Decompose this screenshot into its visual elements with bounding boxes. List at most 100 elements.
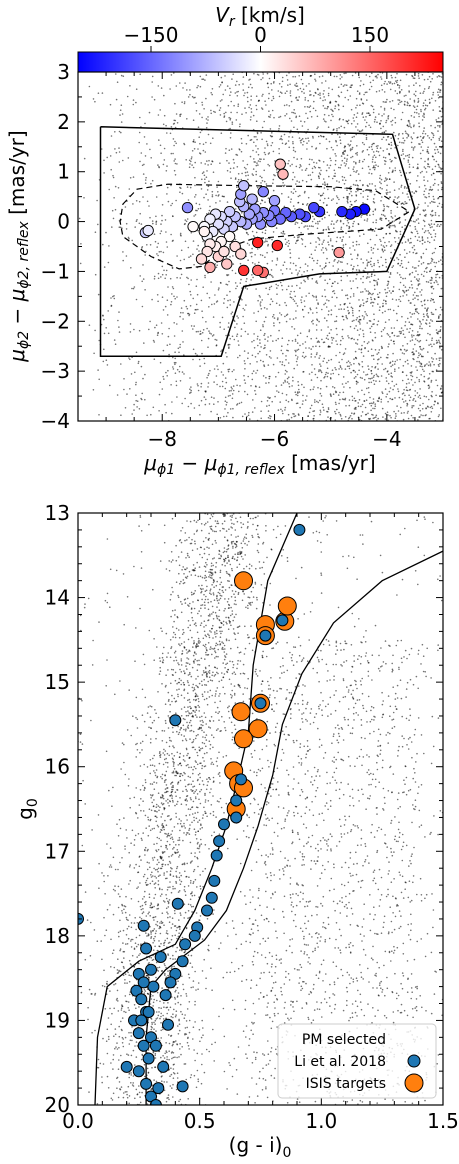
field-star [216, 365, 218, 367]
field-star [400, 154, 403, 156]
field-star [314, 80, 317, 82]
field-star [290, 297, 293, 299]
pm-selected-star [198, 610, 200, 612]
field-star [219, 84, 222, 86]
field-star [171, 202, 174, 205]
field-star [331, 369, 334, 372]
field-star [365, 116, 367, 118]
field-star [122, 251, 124, 253]
field-star [384, 157, 387, 159]
field-star [413, 111, 416, 114]
field-star [175, 113, 178, 115]
field-star [326, 282, 329, 285]
field-star [417, 218, 420, 220]
field-star [351, 412, 353, 415]
pm-selected-star [116, 989, 119, 992]
field-star [169, 277, 172, 280]
field-star [404, 360, 407, 363]
field-star [266, 400, 269, 402]
field-star [230, 132, 232, 134]
field-star [399, 274, 401, 276]
pm-selected-star [174, 1056, 176, 1058]
pm-selected-star [205, 635, 208, 638]
field-star [292, 141, 294, 143]
pm-selected-star [138, 804, 141, 806]
field-star [337, 94, 340, 97]
field-star [174, 102, 176, 105]
field-star [304, 280, 306, 283]
field-star [198, 358, 201, 361]
field-star [192, 358, 194, 361]
field-star [386, 193, 388, 195]
field-star [309, 308, 312, 311]
pm-selected-star [197, 663, 199, 666]
field-star [432, 73, 434, 75]
field-star [336, 236, 339, 239]
pm-selected-star [223, 812, 225, 814]
field-star [314, 185, 317, 188]
pm-selected-star [189, 705, 191, 708]
field-star [417, 318, 419, 320]
field-star [190, 160, 192, 163]
field-star [321, 268, 324, 270]
field-star [417, 97, 420, 100]
field-star [301, 403, 304, 405]
field-star [402, 295, 404, 297]
field-star [295, 402, 298, 405]
field-star [326, 211, 329, 214]
field-star [136, 406, 138, 408]
field-star [338, 127, 340, 129]
field-star [229, 394, 231, 397]
field-star [141, 305, 144, 308]
field-star [311, 371, 313, 374]
field-star [330, 395, 332, 398]
field-star [342, 256, 344, 259]
field-star [216, 104, 219, 107]
field-star [287, 84, 289, 86]
field-star [371, 265, 373, 268]
field-star [205, 176, 208, 178]
field-star [415, 278, 418, 280]
pm-selected-star [145, 734, 147, 737]
field-star [364, 347, 366, 349]
field-star [219, 100, 222, 102]
field-star [249, 418, 251, 420]
field-star [286, 90, 288, 92]
field-star [267, 245, 269, 247]
pm-selected-star [172, 758, 175, 761]
field-star [367, 387, 370, 389]
field-star [231, 335, 234, 338]
field-star [420, 294, 423, 296]
field-star [406, 187, 408, 189]
field-star [331, 245, 333, 247]
field-star [224, 387, 227, 390]
field-star [207, 185, 210, 188]
field-star [263, 364, 265, 366]
field-star [293, 156, 295, 159]
field-star [171, 286, 174, 288]
field-star [428, 232, 431, 234]
field-star [207, 337, 210, 340]
field-star [289, 318, 291, 320]
field-star [261, 199, 263, 201]
field-star [276, 171, 278, 174]
field-star [353, 161, 355, 163]
field-star [403, 139, 406, 142]
field-star [140, 223, 143, 225]
field-star [268, 356, 271, 358]
field-star [274, 395, 276, 398]
field-star [407, 410, 409, 413]
field-star [130, 267, 132, 269]
field-star [411, 287, 414, 289]
field-star [403, 187, 406, 189]
field-star [412, 251, 415, 254]
field-star [353, 362, 355, 365]
field-star [332, 265, 335, 267]
field-star [202, 286, 204, 289]
field-star [79, 262, 82, 265]
pm-selected-star [205, 684, 208, 686]
field-star [213, 368, 216, 370]
field-star [428, 322, 431, 324]
field-star [251, 247, 253, 250]
field-star [396, 405, 398, 407]
